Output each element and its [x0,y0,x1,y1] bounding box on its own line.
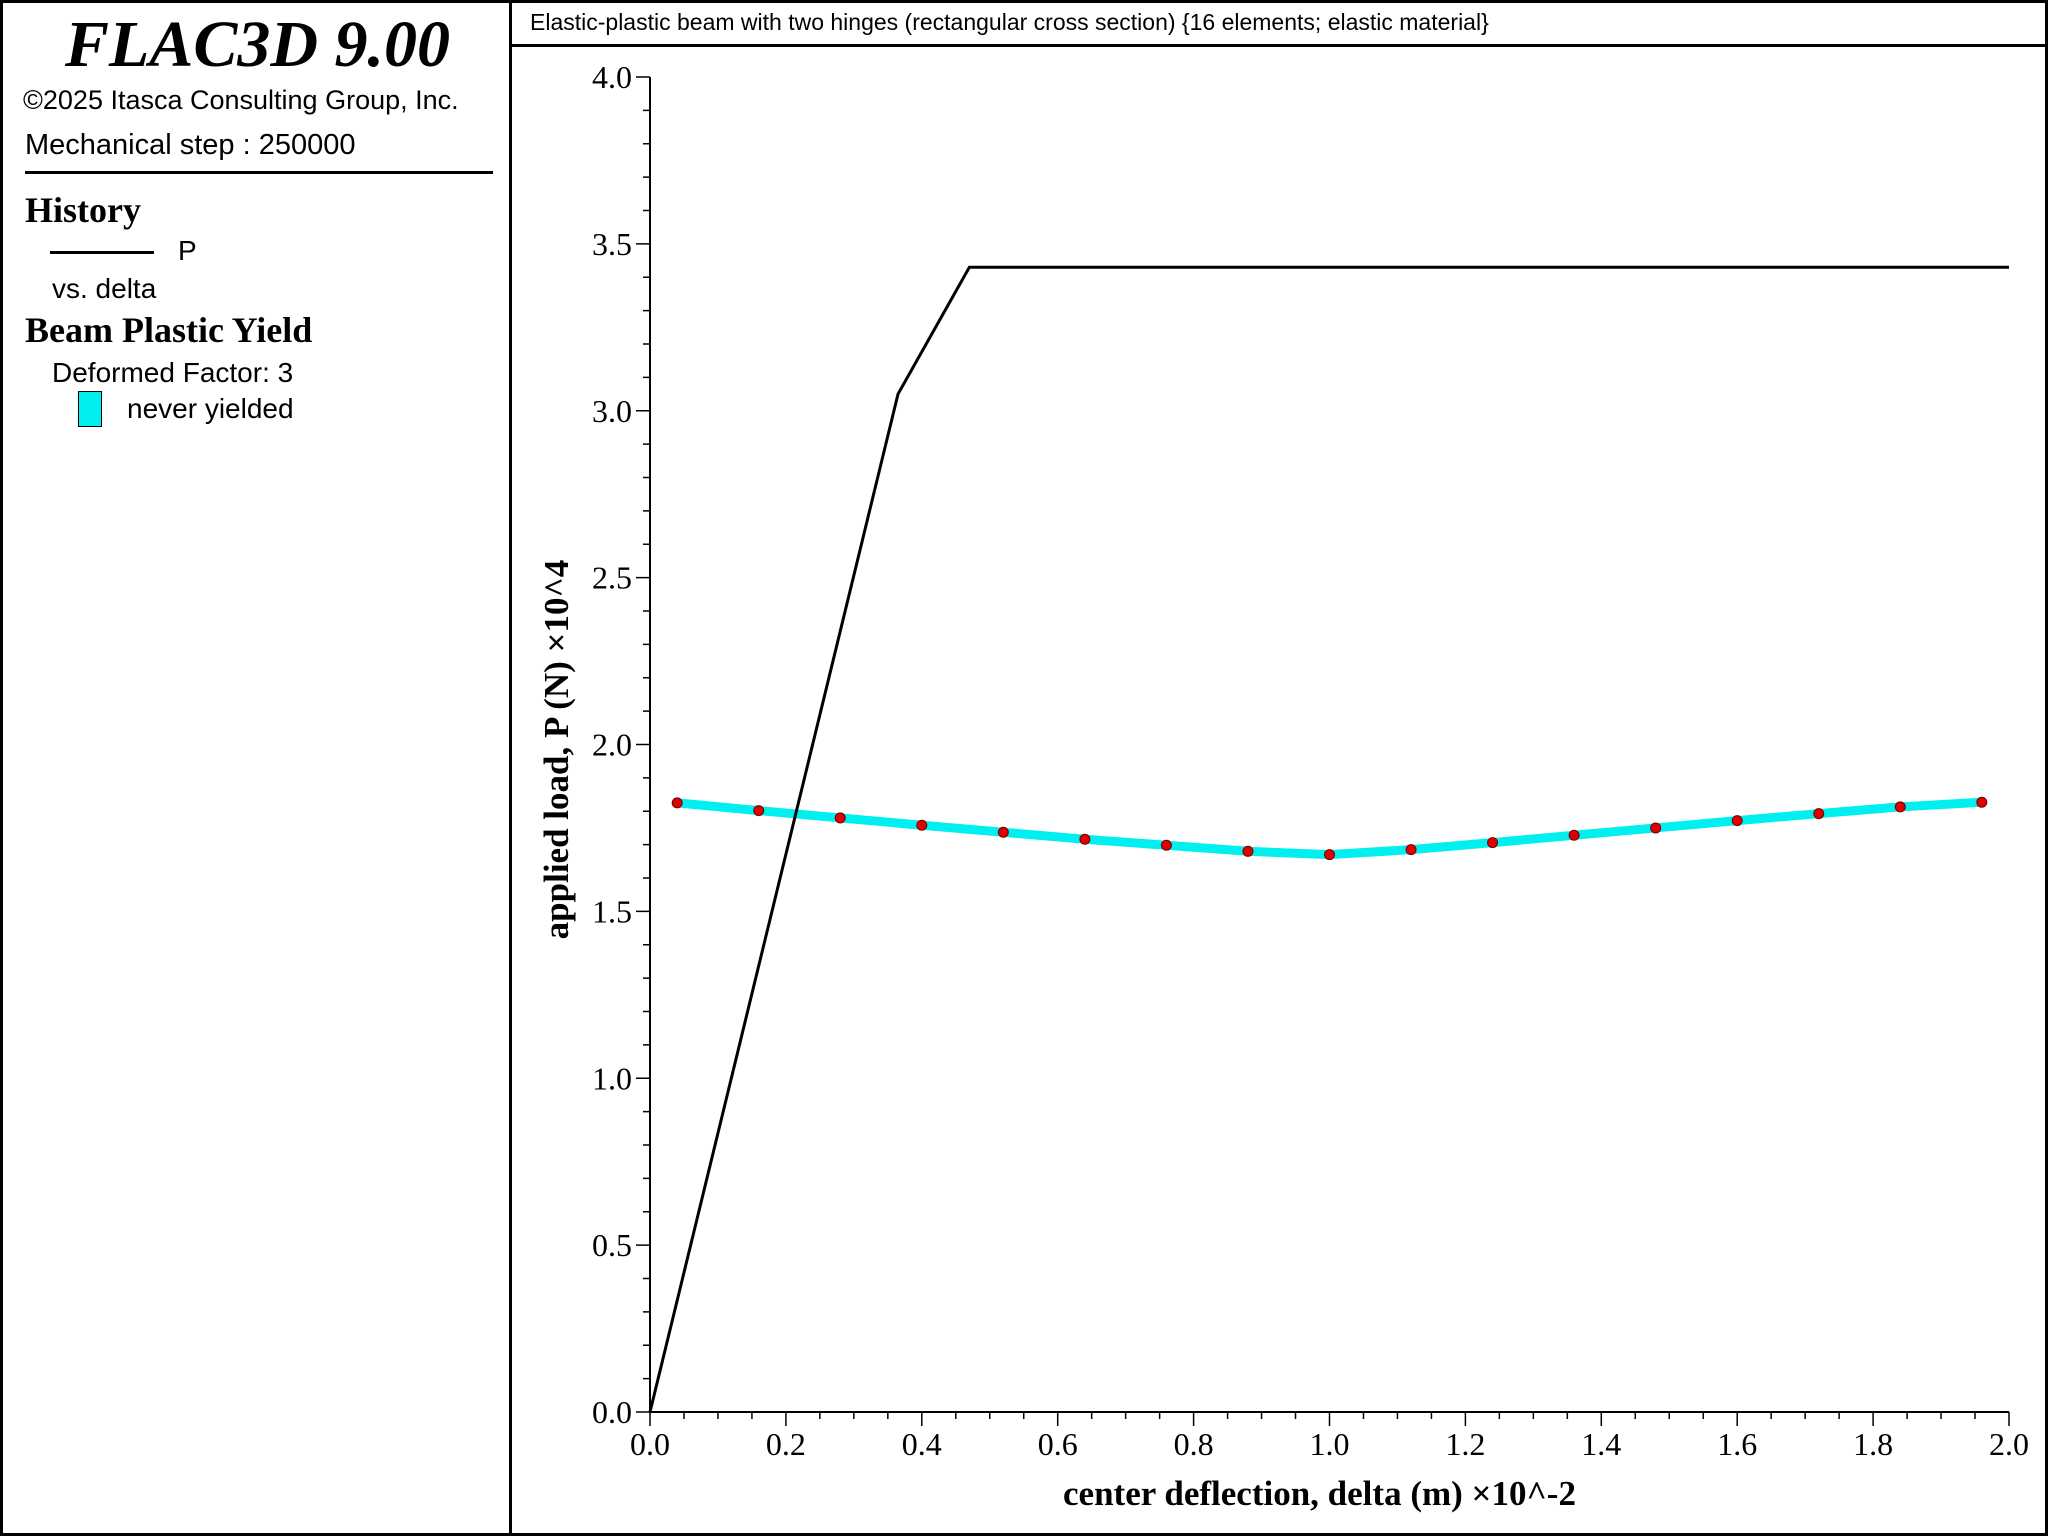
x-tick-label: 0.0 [630,1426,670,1462]
copyright-text: ©2025 Itasca Consulting Group, Inc. [23,85,459,115]
x-axis-title: center deflection, delta (m) ×10^-2 [1063,1474,1576,1513]
x-tick-label: 1.4 [1581,1426,1621,1462]
beam-node-point [671,797,683,809]
y-tick-label: 3.0 [592,393,632,429]
beam-node-point [1324,849,1335,861]
beam-plastic-yield-title: Beam Plastic Yield [25,310,313,350]
beam-node-point [1160,839,1172,851]
mechanical-step-text: Mechanical step : 250000 [25,129,356,161]
legend-panel: FLAC3D 9.00 ©2025 Itasca Consulting Grou… [3,3,512,1533]
beam-node-point [1405,844,1417,856]
y-tick-label: 2.5 [592,560,632,596]
beam-node-point [1487,837,1499,849]
deformed-factor-label: Deformed Factor: 3 [52,357,294,388]
beam-node-point [916,819,928,831]
plot-title: Elastic-plastic beam with two hinges (re… [530,9,1489,35]
beam-node-point [1731,815,1743,827]
history-p-series-line [648,265,2009,1413]
x-tick-label: 0.4 [902,1426,942,1462]
beam-node-point [753,805,765,817]
beam-node-point [997,826,1009,838]
y-tick-label: 2.0 [592,727,632,763]
beam-node-point [1813,808,1825,820]
legend-separator [25,171,493,174]
beam-series-line [672,797,1987,860]
y-tick-label: 1.0 [592,1060,632,1096]
x-tick-label: 2.0 [1989,1426,2029,1462]
beam-node-point [1976,796,1988,808]
history-title: History [25,190,141,230]
x-tick-label: 0.8 [1174,1426,1214,1462]
beam-node-point [834,812,846,824]
never-yielded-label: never yielded [127,393,294,424]
x-tick-label: 1.0 [1310,1426,1350,1462]
beam-node-point [1242,845,1254,857]
x-tick-label: 1.6 [1717,1426,1757,1462]
y-tick-label: 3.5 [592,226,632,262]
x-tick-label: 1.2 [1445,1426,1485,1462]
history-vs-label: vs. delta [52,273,157,304]
history-series-label: P [178,235,197,266]
plot-title-bar: Elastic-plastic beam with two hinges (re… [512,3,2045,47]
beam-node-point [1650,822,1662,834]
y-tick-label: 4.0 [592,59,632,95]
x-tick-label: 0.6 [1038,1426,1078,1462]
y-tick-label: 1.5 [592,893,632,929]
y-tick-label: 0.0 [592,1394,632,1430]
app-title: FLAC3D 9.00 [64,8,451,81]
beam-node-point [1079,833,1091,845]
x-tick-label: 0.2 [766,1426,806,1462]
y-axis-title: applied load, P (N) ×10^4 [537,560,576,940]
never-yielded-swatch [78,391,102,427]
beam-node-point [1894,801,1906,813]
y-tick-label: 0.5 [592,1227,632,1263]
history-line-swatch [50,251,154,254]
x-tick-label: 1.8 [1853,1426,1893,1462]
beam-node-point [1568,829,1580,841]
